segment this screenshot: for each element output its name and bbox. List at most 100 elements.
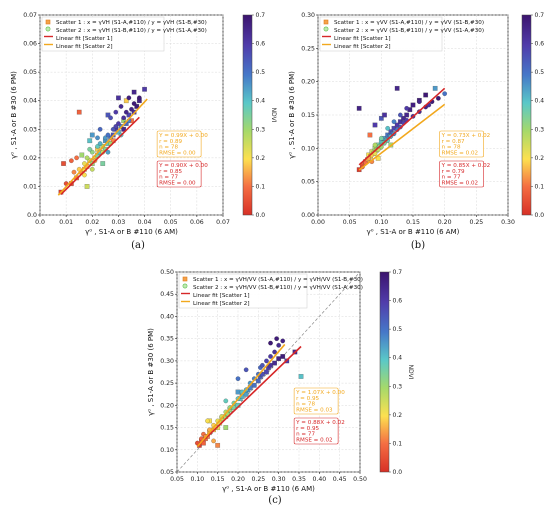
y-tick-label: 0.35: [160, 336, 174, 343]
scatter2-point: [435, 95, 441, 101]
y-tick-label: 0.04: [23, 98, 37, 105]
x-tick-label: 0.25: [251, 476, 265, 483]
legend-entry: Linear fit [Scatter 2]: [193, 301, 250, 307]
scatter2-point: [243, 367, 249, 373]
x-axis-label: γ⁰ , S1-A or B #110 (6 AM): [367, 228, 460, 236]
scatter1-point: [378, 115, 384, 121]
colorbar-tick-label: 0.2: [535, 155, 545, 162]
y-tick-label: 0.45: [160, 291, 174, 298]
scatter1-point: [382, 112, 387, 118]
legend-marker-scatter2: [323, 26, 329, 32]
colorbar-label: NDVI: [270, 108, 277, 123]
stats-line: Y = 0.99X + 0.00: [158, 133, 208, 139]
x-tick-label: 0.50: [353, 476, 367, 483]
scatter2-point: [211, 438, 217, 444]
x-tick-label: 0.25: [469, 219, 483, 226]
legend-entry: Scatter 1 : x = γVH (S1-A,#110) / y = γV…: [56, 20, 207, 26]
colorbar-tick-label: 0.7: [393, 269, 403, 276]
scatter1-point: [410, 102, 416, 108]
x-tick-label: 0.30: [501, 219, 515, 226]
scatter1-point: [61, 161, 66, 166]
panel-caption: (c): [268, 495, 282, 506]
x-tick-label: 0.20: [231, 476, 245, 483]
stats-line: n = 78: [442, 145, 461, 151]
x-tick-label: 0.05: [170, 476, 184, 483]
stats-line: r = 0.85: [159, 169, 182, 175]
x-tick-label: 0.45: [333, 476, 347, 483]
x-tick-label: 0.20: [438, 219, 452, 226]
x-tick-label: 0.02: [85, 219, 99, 226]
y-tick-label: 0.50: [160, 269, 174, 276]
x-tick-label: 0.06: [190, 219, 204, 226]
legend-entry: Linear fit [Scatter 1]: [193, 293, 250, 299]
legend-entry: Scatter 2 : x = γVH/VV (S1-B,#110) / y =…: [193, 285, 363, 291]
legend-entry: Scatter 2 : x = γVV (S1-B,#110) / y = γV…: [334, 28, 484, 34]
scatter2-point: [74, 155, 80, 161]
scatter1-point: [280, 354, 286, 359]
colorbar-tick-label: 0.0: [535, 212, 545, 219]
scatter1-point: [251, 382, 257, 388]
scatter1-point: [272, 360, 277, 366]
scatter1-point: [423, 92, 429, 98]
scatter1-point: [298, 374, 304, 379]
legend-box: [41, 16, 165, 52]
legend-box: [178, 273, 308, 309]
stats-line: Y = 0.73X + 0.02: [441, 133, 491, 139]
stats-line: n = 77: [442, 175, 461, 181]
fit-line-scatter-2: [358, 103, 446, 171]
scatter2-point: [416, 99, 422, 105]
y-axis-label: γ⁰ , S1-A or B #30 (6 PM): [288, 71, 296, 159]
x-axis-label: γ⁰ , S1-A or B #110 (6 AM): [85, 228, 178, 236]
legend-marker-scatter1: [323, 19, 329, 25]
y-tick-label: 0.20: [160, 402, 174, 409]
stats-line: Y = 0.90X + 0.00: [158, 163, 208, 169]
scatter2-point: [82, 172, 87, 178]
x-tick-label: 0.03: [112, 219, 126, 226]
legend-entry: Scatter 1 : x = γVH/VV (S1-A,#110) / y =…: [193, 277, 363, 283]
scatter2-point: [108, 115, 113, 121]
scatter1-point: [131, 89, 137, 95]
y-tick-label: 0.06: [23, 41, 37, 48]
legend-entry: Scatter 2 : x = γVH (S1-B,#110) / y = γV…: [56, 28, 207, 34]
x-tick-label: 0.01: [59, 219, 73, 226]
scatter1-point: [432, 85, 438, 91]
colorbar-tick-label: 0.6: [393, 298, 403, 305]
stats-box-scatter-1: [156, 160, 202, 188]
scatter2-point: [68, 158, 74, 164]
scatter1-point: [215, 442, 221, 448]
x-tick-label: 0.35: [292, 476, 306, 483]
stats-box-scatter-1: [439, 160, 484, 188]
legend-entry: Linear fit [Scatter 2]: [334, 44, 391, 50]
stats-box-scatter-2: [439, 130, 484, 158]
stats-box-scatter-2: [156, 130, 202, 158]
scatter1-point: [121, 126, 127, 132]
legend-marker-scatter1: [45, 19, 51, 25]
colorbar-tick-label: 0.1: [393, 440, 403, 447]
scatter2-point: [274, 336, 280, 342]
chart-panel-2: 0.000.000.050.050.100.100.150.150.200.20…: [288, 12, 550, 251]
y-tick-label: 0.05: [301, 179, 315, 186]
colorbar-tick-label: 0.5: [535, 69, 545, 76]
colorbar-tick-label: 0.7: [256, 12, 266, 19]
scatter2-point: [97, 126, 103, 132]
colorbar-tick-label: 0.1: [256, 183, 266, 190]
legend-entry: Linear fit [Scatter 1]: [56, 36, 113, 42]
scatter2-point: [95, 135, 100, 141]
y-tick-label: 0.40: [160, 313, 174, 320]
y-tick-label: 0.15: [301, 112, 315, 119]
scatter1-point: [100, 161, 106, 166]
scatter1-point: [394, 85, 400, 91]
y-axis-label: γ⁰ , S1-A or B #30 (6 PM): [147, 328, 155, 416]
scatter1-point: [356, 105, 362, 111]
scatter1-point: [105, 112, 111, 118]
colorbar-tick-label: 0.1: [535, 183, 545, 190]
colorbar-tick-label: 0.0: [256, 212, 266, 219]
x-tick-label: 0.15: [211, 476, 225, 483]
scatter1-point: [76, 109, 82, 115]
scatter2-point: [397, 112, 403, 118]
x-tick-label: 0.40: [312, 476, 326, 483]
scatter1-point: [404, 112, 410, 118]
colorbar-tick-label: 0.4: [393, 355, 403, 362]
y-tick-label: 0.25: [301, 45, 315, 52]
colorbar: [521, 14, 532, 216]
